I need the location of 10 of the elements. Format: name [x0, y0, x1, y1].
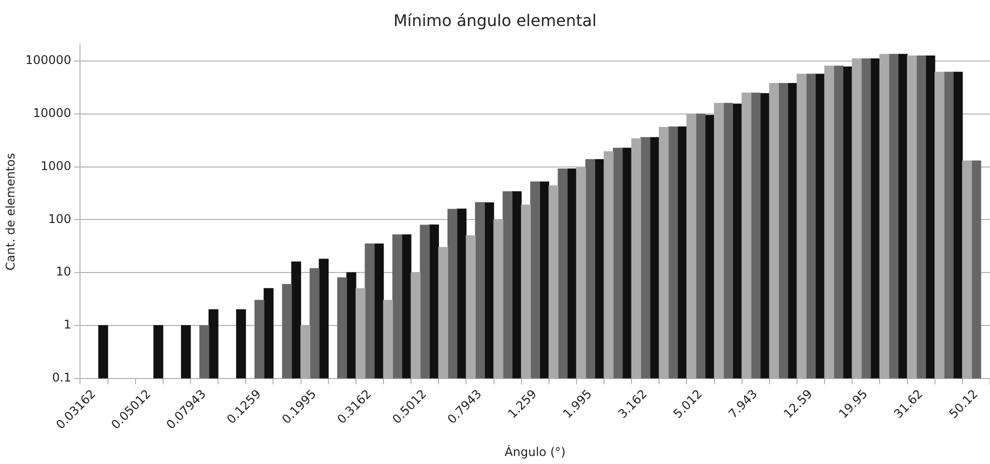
- x-axis-title: Ángulo (°): [504, 444, 566, 459]
- chart-title: Mínimo ángulo elemental: [393, 10, 597, 30]
- y-tick-label: 10: [56, 264, 72, 279]
- y-tick-label: 100: [48, 212, 72, 226]
- y-tick-label: 1000: [40, 158, 72, 173]
- y-tick-label: 100000: [25, 53, 72, 68]
- y-tick-label: 10000: [33, 106, 72, 120]
- y-tick-label: 0.1: [52, 370, 72, 384]
- y-axis-title: Cant. de elementos: [3, 152, 18, 271]
- y-tick-label: 1: [64, 318, 72, 332]
